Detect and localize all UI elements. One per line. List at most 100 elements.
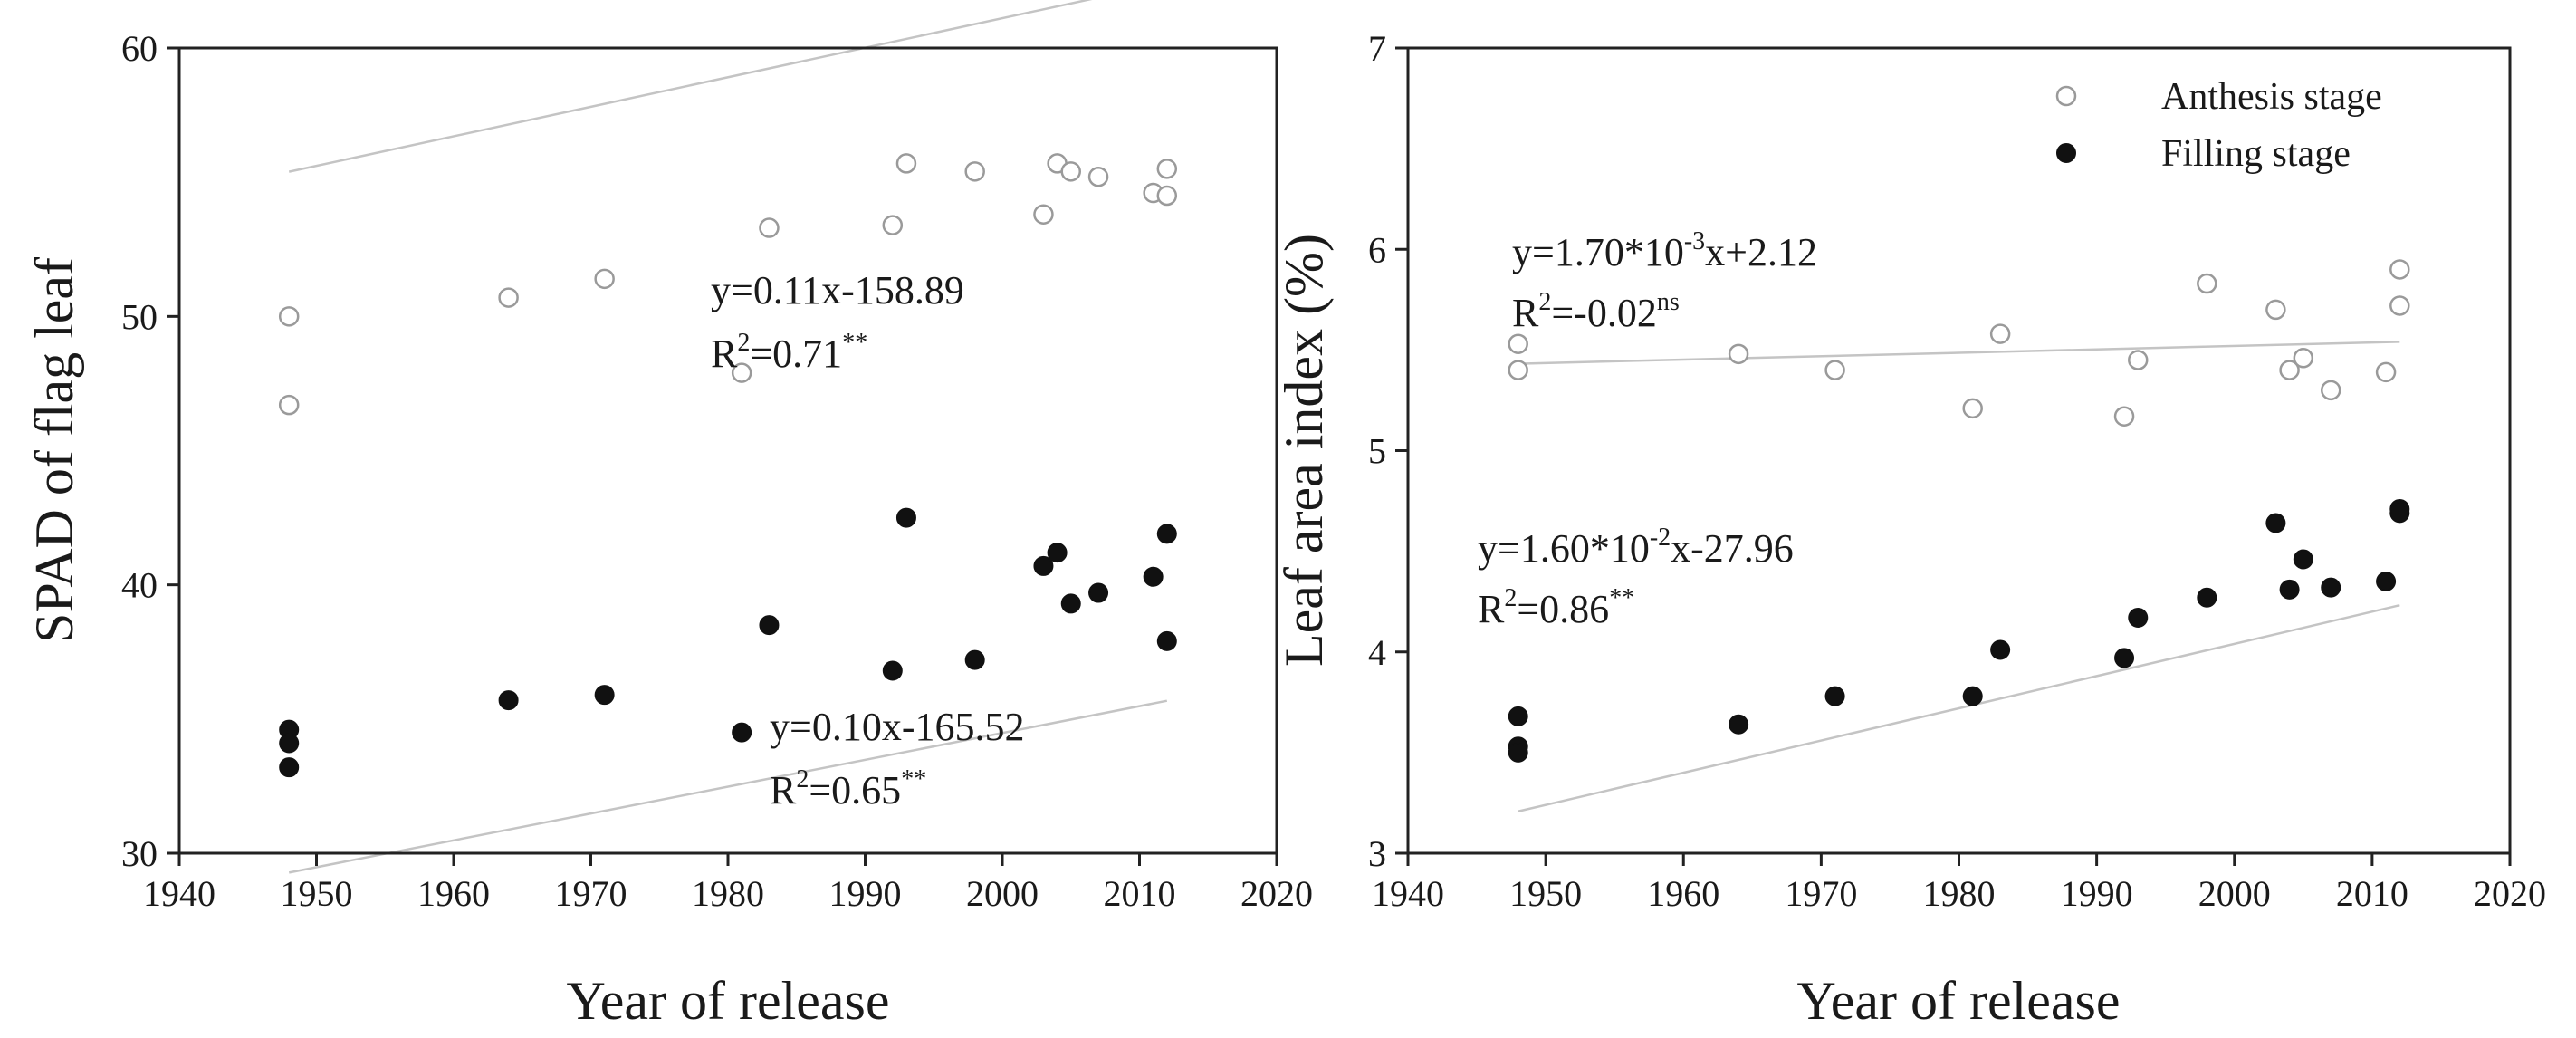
right-filling-eq-exponent: -2 xyxy=(1650,524,1671,552)
left-anthesis-point xyxy=(1087,166,1109,187)
right-anthesis-point xyxy=(1728,343,1749,365)
left-y-tick-label: 50 xyxy=(121,296,158,337)
right-anthesis-point xyxy=(2279,360,2300,380)
left-anthesis-point xyxy=(498,287,519,308)
left-y-tick-label: 40 xyxy=(121,565,158,606)
right-filling-point xyxy=(1824,686,1845,706)
left-anthesis-point xyxy=(964,161,985,182)
left-filling-r2: R2=0.65** xyxy=(770,765,926,812)
left-filling-point xyxy=(498,690,519,711)
left-filling-point xyxy=(964,649,985,670)
legend-filling-marker xyxy=(2056,143,2076,163)
legend-filling-label: Filling stage xyxy=(2161,133,2351,175)
right-filling-point xyxy=(1729,714,1749,735)
left-fit-lines xyxy=(288,0,1168,874)
right-x-tick-label: 1960 xyxy=(1647,873,1719,914)
right-y-tick-label: 4 xyxy=(1368,632,1386,673)
right-x-tick-label: 1940 xyxy=(1372,873,1444,914)
right-anthesis-point xyxy=(1962,398,1983,419)
right-anthesis-r2-exponent: 2 xyxy=(1538,288,1551,316)
right-filling-r2-prefix: R xyxy=(1478,587,1505,631)
left-x-tick-label: 1960 xyxy=(417,873,490,914)
right-filling-r2: R2=0.86** xyxy=(1478,584,1634,631)
right-y-axis-title: Leaf area index (%) xyxy=(1274,234,1334,667)
right-anthesis-point xyxy=(1508,360,1528,380)
left-filling-point xyxy=(1088,582,1109,603)
left-anthesis-point xyxy=(882,215,904,235)
left-plot-frame xyxy=(177,46,1278,855)
right-x-tick-label: 1950 xyxy=(1509,873,1582,914)
right-filling-point xyxy=(1990,639,2011,660)
left-anthesis-point xyxy=(1156,159,1178,179)
left-anthesis-fit-line xyxy=(288,0,1093,173)
left-x-tick-label: 1970 xyxy=(555,873,627,914)
left-y-axis-title: SPAD of flag leaf xyxy=(24,257,84,643)
right-anthesis-fit-line xyxy=(1518,341,2400,365)
right-fit-lines xyxy=(1518,341,2400,812)
left-filling-r2-exponent: 2 xyxy=(796,765,809,793)
left-x-tick-label: 1980 xyxy=(692,873,764,914)
left-filling-r2-prefix: R xyxy=(770,768,797,812)
right-y-tick-label: 3 xyxy=(1368,833,1386,874)
right-filling-r2-value: =0.86 xyxy=(1517,587,1609,631)
right-x-tick-label: 1970 xyxy=(1785,873,1857,914)
right-x-tick-label: 2020 xyxy=(2474,873,2546,914)
left-filling-point xyxy=(1060,593,1081,614)
right-anthesis-point xyxy=(1824,360,1845,380)
right-filling-point xyxy=(2128,607,2149,628)
right-anthesis-equation: y=1.70*10-3x+2.12 xyxy=(1512,227,1817,274)
left-panel: 1940 1950 1960 1970 1980 1990 2000 2010 2020 30 40… xyxy=(24,0,1313,1031)
left-filling-point xyxy=(895,507,916,528)
right-y-tick-label: 7 xyxy=(1368,28,1386,69)
left-x-tick-label: 1990 xyxy=(829,873,902,914)
right-filling-fit-line xyxy=(1518,603,2400,812)
left-x-axis-title: Year of release xyxy=(566,971,889,1031)
right-filling-point xyxy=(2197,587,2217,608)
left-filling-fit-line xyxy=(288,699,1168,874)
left-anthesis-point xyxy=(594,268,615,290)
left-axis-ticks: 1940 1950 1960 1970 1980 1990 2000 2010 2020 30 40… xyxy=(121,28,1313,914)
right-data-points xyxy=(1508,259,2410,763)
right-filling-point xyxy=(1962,686,1983,706)
right-anthesis-point xyxy=(2128,350,2149,370)
left-filling-point xyxy=(279,733,300,754)
left-x-tick-label: 2010 xyxy=(1104,873,1176,914)
right-filling-point xyxy=(2293,549,2313,570)
left-filling-equation: y=0.10x-165.52 xyxy=(770,705,1024,749)
right-anthesis-point xyxy=(2389,259,2410,280)
right-filling-eq-part-b: x-27.96 xyxy=(1671,526,1794,571)
right-anthesis-point xyxy=(1508,333,1528,354)
left-y-tick-label: 30 xyxy=(121,833,158,874)
right-anthesis-point xyxy=(2197,273,2217,294)
left-anthesis-equation: y=0.11x-158.89 xyxy=(711,268,964,312)
left-anthesis-point xyxy=(731,362,752,383)
left-filling-point xyxy=(1156,524,1177,544)
right-anthesis-point xyxy=(1989,323,2011,344)
legend-anthesis-label: Anthesis stage xyxy=(2161,76,2382,118)
right-anthesis-r2: R2=-0.02ns xyxy=(1512,288,1680,335)
left-x-tick-label: 2020 xyxy=(1240,873,1313,914)
left-data-points xyxy=(278,153,1178,778)
left-anthesis-point xyxy=(278,306,300,327)
left-x-tick-label: 1940 xyxy=(143,873,215,914)
left-anthesis-point xyxy=(1156,185,1178,207)
right-anthesis-r2-significance: ns xyxy=(1657,288,1680,316)
left-filling-point xyxy=(759,615,780,636)
left-anthesis-point xyxy=(1060,161,1081,182)
right-filling-point xyxy=(2265,513,2286,533)
right-axis-ticks: 1940 1950 1960 1970 1980 1990 2000 2010 2020 3 4 5 6… xyxy=(1368,28,2546,914)
right-filling-point xyxy=(2114,648,2135,668)
left-anthesis-r2: R2=0.71** xyxy=(711,329,867,376)
left-filling-point xyxy=(279,757,300,778)
left-filling-r2-significance: ** xyxy=(901,765,926,793)
right-filling-point xyxy=(2321,577,2341,598)
right-anthesis-r2-value: =-0.02 xyxy=(1551,291,1656,335)
right-anthesis-point xyxy=(2113,406,2135,427)
legend: Anthesis stage Filling stage xyxy=(2055,76,2382,175)
right-anthesis-point xyxy=(2389,295,2410,316)
left-filling-point xyxy=(882,660,903,681)
left-anthesis-point xyxy=(278,394,300,416)
right-anthesis-point xyxy=(2375,361,2397,383)
right-filling-point xyxy=(2376,571,2397,591)
